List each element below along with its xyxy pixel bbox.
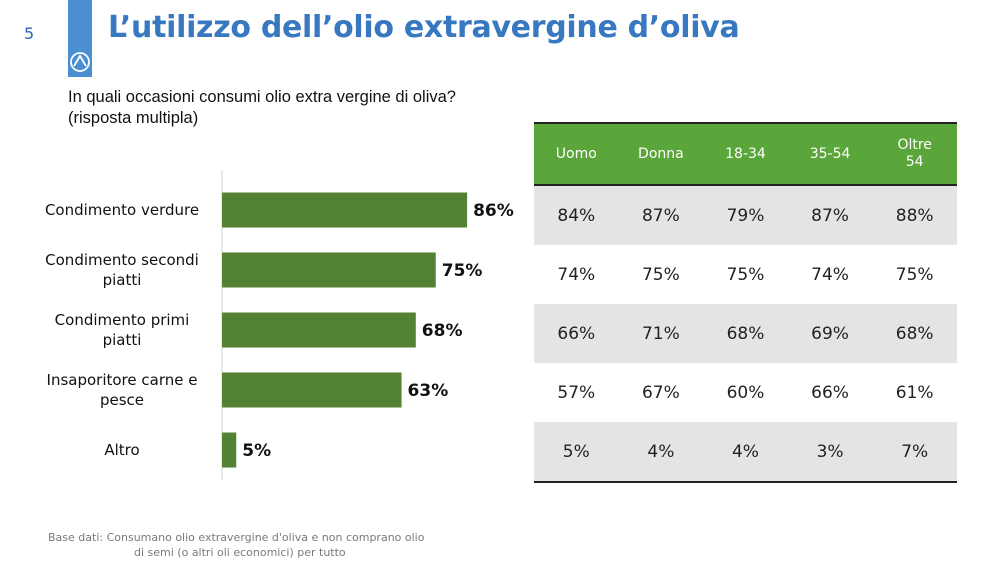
table-row: 57% 67% 60% 66% 61% bbox=[534, 363, 957, 422]
breakdown-table: Uomo Donna 18-34 35-54 Oltre 54 84% 87% 79% 87% 8… bbox=[534, 122, 957, 483]
category-label: Condimento verdure bbox=[45, 201, 199, 219]
bar bbox=[222, 372, 402, 408]
table-cell: 71% bbox=[618, 304, 704, 363]
table-cell: 67% bbox=[618, 363, 704, 422]
table-cell: 66% bbox=[534, 304, 619, 363]
category-label: Altro bbox=[104, 441, 139, 459]
data-label: 5% bbox=[242, 441, 271, 461]
data-label: 75% bbox=[442, 261, 483, 281]
table-cell: 60% bbox=[703, 363, 788, 422]
column-header: Donna bbox=[618, 122, 704, 186]
table-cell: 57% bbox=[534, 363, 619, 422]
table-cell: 74% bbox=[787, 245, 873, 304]
table-cell: 75% bbox=[618, 245, 704, 304]
data-label: 68% bbox=[422, 321, 463, 341]
table-header-row: Uomo Donna 18-34 35-54 Oltre 54 bbox=[534, 122, 957, 186]
column-header: 35-54 bbox=[787, 122, 873, 186]
data-label: 63% bbox=[408, 381, 449, 401]
bar-chart: 86% Condimento verdure 75% Condimento secon… bbox=[45, 170, 514, 480]
table-cell: 68% bbox=[872, 304, 957, 363]
table-cell: 69% bbox=[787, 304, 873, 363]
source-line-1: Base dati: Consumano olio extravergine d… bbox=[48, 531, 425, 544]
table-cell: 4% bbox=[703, 422, 788, 483]
table-row: 74% 75% 75% 74% 75% bbox=[534, 245, 957, 304]
column-header: 18-34 bbox=[703, 122, 788, 186]
table-row: 84% 87% 79% 87% 88% bbox=[534, 185, 957, 245]
table-row: 5% 4% 4% 3% 7% bbox=[534, 422, 957, 483]
table-cell: 75% bbox=[872, 245, 957, 304]
table-cell: 74% bbox=[534, 245, 619, 304]
category-label: Insaporitore carne e pesce bbox=[47, 371, 198, 409]
table-cell: 3% bbox=[787, 422, 873, 483]
table-cell: 7% bbox=[872, 422, 957, 483]
bar bbox=[222, 192, 468, 228]
table-cell: 75% bbox=[703, 245, 788, 304]
bar bbox=[222, 432, 237, 468]
page-title: L’utilizzo dell’olio extravergine d’oliv… bbox=[108, 10, 740, 45]
table-cell: 87% bbox=[618, 185, 704, 245]
source-note: Base dati: Consumano olio extravergine d… bbox=[48, 530, 424, 560]
table-cell: 88% bbox=[872, 185, 957, 245]
column-header: Oltre 54 bbox=[872, 122, 957, 186]
bar bbox=[222, 252, 436, 288]
logo-icon bbox=[70, 52, 90, 72]
table-cell: 68% bbox=[703, 304, 788, 363]
slide-number: 5 bbox=[24, 24, 35, 43]
table-cell: 66% bbox=[787, 363, 873, 422]
table-cell: 87% bbox=[787, 185, 873, 245]
table-cell: 84% bbox=[534, 185, 619, 245]
table-cell: 61% bbox=[872, 363, 957, 422]
table-cell: 4% bbox=[618, 422, 704, 483]
source-line-2: di semi (o altri oli economici) per tutt… bbox=[134, 546, 346, 559]
data-label: 86% bbox=[473, 201, 514, 221]
bar bbox=[222, 312, 416, 348]
table-row: 66% 71% 68% 69% 68% bbox=[534, 304, 957, 363]
table-cell: 79% bbox=[703, 185, 788, 245]
category-label: Condimento secondi piatti bbox=[45, 251, 199, 289]
category-label: Condimento primi piatti bbox=[55, 311, 190, 349]
survey-question: In quali occasioni consumi olio extra ve… bbox=[68, 88, 456, 127]
column-header: Uomo bbox=[534, 122, 619, 186]
table-cell: 5% bbox=[534, 422, 619, 483]
